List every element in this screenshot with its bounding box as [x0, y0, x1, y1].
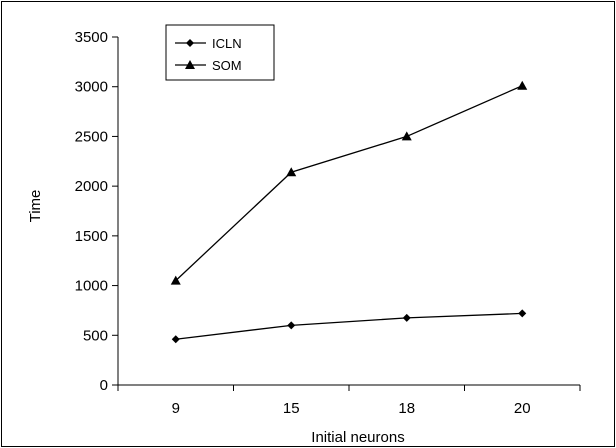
data-point-som — [517, 80, 528, 90]
y-tick-label: 3500 — [75, 29, 108, 46]
x-tick-label: 9 — [172, 400, 180, 417]
y-tick-label: 1000 — [75, 278, 108, 295]
legend-label-icln: ICLN — [212, 36, 242, 51]
x-tick-label: 20 — [514, 400, 531, 417]
series-group — [170, 80, 528, 344]
series-line-icln — [175, 312, 523, 340]
legend-box — [165, 24, 275, 81]
data-point-som — [286, 167, 297, 177]
data-point-som — [170, 275, 181, 285]
y-tick-label: 0 — [100, 377, 108, 394]
y-axis-ticks: 0 500 1000 1500 2000 2500 3000 3500 — [75, 29, 118, 394]
data-point-icln — [518, 309, 527, 318]
y-axis-title: Time — [27, 190, 44, 223]
x-axis-ticks: 9 15 18 20 — [117, 385, 581, 417]
series-line-som — [175, 85, 523, 282]
x-tick-label: 15 — [283, 400, 300, 417]
legend-marker-som — [185, 60, 195, 69]
y-tick-label: 2500 — [75, 128, 108, 145]
legend: ICLN SOM — [165, 24, 275, 81]
x-tick-label: 18 — [398, 400, 415, 417]
data-point-icln — [171, 335, 180, 344]
y-tick-label: 3000 — [75, 79, 108, 96]
y-tick-label: 1500 — [75, 228, 108, 245]
series-icln — [171, 309, 527, 344]
data-point-som — [401, 131, 412, 141]
series-som — [170, 80, 528, 285]
x-axis-title: Initial neurons — [311, 429, 404, 446]
legend-marker-icln — [186, 39, 194, 47]
legend-label-som: SOM — [212, 58, 242, 73]
data-point-icln — [402, 313, 411, 322]
y-tick-label: 2000 — [75, 178, 108, 195]
data-point-icln — [287, 321, 296, 330]
y-tick-label: 500 — [83, 327, 108, 344]
